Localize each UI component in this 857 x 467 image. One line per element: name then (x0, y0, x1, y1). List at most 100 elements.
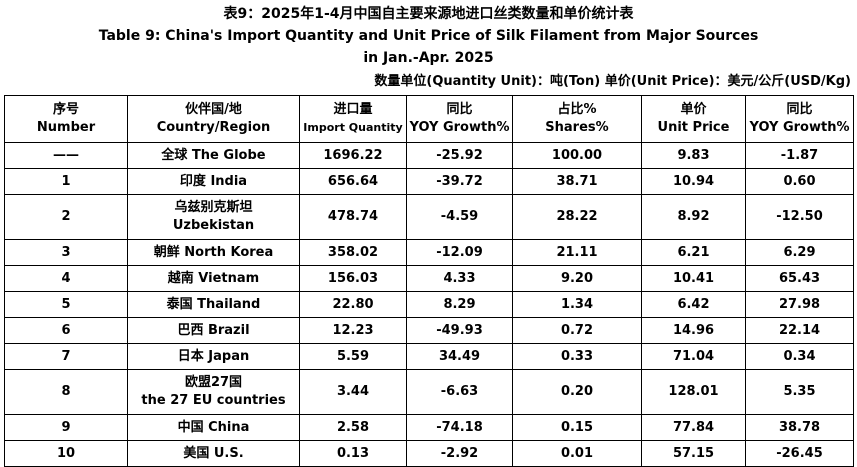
cell-qty: 12.23 (299, 317, 407, 344)
cell-no: 5 (4, 291, 128, 318)
cell-country-line1: 朝鲜 North Korea (153, 244, 274, 260)
cell-country-line1: 印度 India (179, 173, 248, 189)
header-yoy-price-cn: 同比 (786, 102, 813, 117)
header-quantity-en: Import Quantity (303, 121, 403, 134)
cell-no: 8 (4, 369, 128, 415)
cell-country-line1: 美国 U.S. (183, 445, 244, 461)
header-yoy-price: 同比 YOY Growth% (745, 95, 854, 143)
table-row: 7 日本 Japan 5.59 34.49 0.33 71.04 0.34 (4, 343, 854, 370)
cell-country-line1: 泰国 Thailand (166, 296, 261, 312)
cell-yoy: -12.09 (406, 239, 513, 266)
cell-country: 乌兹别克斯坦 Uzbekistan (127, 194, 300, 240)
cell-country-line1: 欧盟27国 (184, 375, 243, 390)
cell-country-line1: 全球 The Globe (161, 147, 266, 163)
cell-country-line1: 日本 Japan (177, 348, 250, 364)
header-row: 序号 Number 伙伴国/地 Country/Region 进口量 Impor… (4, 95, 854, 143)
cell-qty: 1696.22 (299, 142, 407, 169)
header-unit-price-cn: 单价 (680, 102, 707, 117)
header-country-en: Country/Region (156, 120, 271, 135)
table-row: 8 欧盟27国 the 27 EU countries 3.44 -6.63 0.20 12… (4, 369, 854, 415)
cell-qty: 656.64 (299, 168, 407, 195)
cell-country: 印度 India (127, 168, 300, 195)
table-row: 5 泰国 Thailand 22.80 8.29 1.34 6.42 27.98 (4, 291, 854, 318)
cell-country: 全球 The Globe (127, 142, 300, 169)
cell-yoy2: -1.87 (745, 142, 854, 169)
title-english-line1: Table 9: China's Import Quantity and Uni… (98, 28, 759, 44)
cell-price: 14.96 (641, 317, 746, 344)
cell-qty: 5.59 (299, 343, 407, 370)
cell-yoy: -39.72 (406, 168, 513, 195)
header-yoy-quantity-cn: 同比 (446, 102, 473, 117)
cell-no: 9 (4, 414, 128, 441)
cell-share: 100.00 (512, 142, 642, 169)
header-yoy-quantity-en: YOY Growth% (409, 120, 510, 135)
table-row: 2 乌兹别克斯坦 Uzbekistan 478.74 -4.59 28.22 8.92 -12… (4, 194, 854, 240)
cell-price: 77.84 (641, 414, 746, 441)
cell-country: 巴西 Brazil (127, 317, 300, 344)
cell-price: 6.42 (641, 291, 746, 318)
header-number-en: Number (36, 120, 96, 135)
cell-price: 71.04 (641, 343, 746, 370)
cell-yoy2: 38.78 (745, 414, 854, 441)
cell-country: 朝鲜 North Korea (127, 239, 300, 266)
cell-country-line1: 越南 Vietnam (167, 270, 260, 286)
cell-share: 0.15 (512, 414, 642, 441)
cell-price: 6.21 (641, 239, 746, 266)
title-chinese: 表9：2025年1-4月中国自主要来源地进口丝类数量和单价统计表 (223, 6, 634, 22)
cell-country-line2: Uzbekistan (172, 218, 255, 233)
cell-no: 2 (4, 194, 128, 240)
table-body: —— 全球 The Globe 1696.22 -25.92 100.00 9.83 -1.… (4, 142, 854, 467)
cell-qty: 2.58 (299, 414, 407, 441)
cell-share: 0.20 (512, 369, 642, 415)
cell-share: 9.20 (512, 265, 642, 292)
cell-price: 10.41 (641, 265, 746, 292)
cell-price: 128.01 (641, 369, 746, 415)
cell-qty: 358.02 (299, 239, 407, 266)
table-row: 9 中国 China 2.58 -74.18 0.15 77.84 38.78 (4, 414, 854, 441)
table-row: —— 全球 The Globe 1696.22 -25.92 100.00 9.83 -1.… (4, 142, 854, 169)
cell-price: 10.94 (641, 168, 746, 195)
table-row: 1 印度 India 656.64 -39.72 38.71 10.94 0.60 (4, 168, 854, 195)
table-row: 3 朝鲜 North Korea 358.02 -12.09 21.11 6.21 6.29 (4, 239, 854, 266)
cell-qty: 22.80 (299, 291, 407, 318)
cell-country-line1: 中国 China (177, 419, 250, 435)
table-row: 6 巴西 Brazil 12.23 -49.93 0.72 14.96 22.14 (4, 317, 854, 344)
cell-yoy: -6.63 (406, 369, 513, 415)
cell-yoy: 4.33 (406, 265, 513, 292)
cell-share: 1.34 (512, 291, 642, 318)
cell-price: 8.92 (641, 194, 746, 240)
cell-country-line1: 乌兹别克斯坦 (174, 200, 253, 215)
header-share: 占比% Shares% (512, 95, 642, 143)
cell-yoy2: 65.43 (745, 265, 854, 292)
cell-share: 0.33 (512, 343, 642, 370)
header-number: 序号 Number (4, 95, 128, 143)
cell-no: 3 (4, 239, 128, 266)
header-country-cn: 伙伴国/地 (185, 102, 242, 117)
header-quantity-cn: 进口量 (333, 102, 373, 117)
header-country: 伙伴国/地 Country/Region (127, 95, 300, 143)
title-english-line2: in Jan.-Apr. 2025 (363, 50, 494, 66)
cell-yoy: -74.18 (406, 414, 513, 441)
cell-country-line1: 巴西 Brazil (177, 322, 250, 338)
header-yoy-quantity: 同比 YOY Growth% (406, 95, 513, 143)
cell-share: 0.72 (512, 317, 642, 344)
cell-qty: 3.44 (299, 369, 407, 415)
cell-yoy2: 6.29 (745, 239, 854, 266)
header-quantity: 进口量 Import Quantity (299, 95, 407, 143)
cell-qty: 478.74 (299, 194, 407, 240)
cell-yoy2: 22.14 (745, 317, 854, 344)
table-row: 4 越南 Vietnam 156.03 4.33 9.20 10.41 65.43 (4, 265, 854, 292)
cell-yoy: -25.92 (406, 142, 513, 169)
header-yoy-price-en: YOY Growth% (749, 120, 850, 135)
header-unit-price: 单价 Unit Price (641, 95, 746, 143)
cell-country: 日本 Japan (127, 343, 300, 370)
cell-yoy2: -12.50 (745, 194, 854, 240)
cell-yoy2: 0.34 (745, 343, 854, 370)
cell-price: 9.83 (641, 142, 746, 169)
header-share-cn: 占比% (557, 102, 597, 117)
cell-yoy: -49.93 (406, 317, 513, 344)
cell-yoy2: 5.35 (745, 369, 854, 415)
cell-country-line2: the 27 EU countries (141, 393, 286, 408)
cell-no: 4 (4, 265, 128, 292)
cell-no: 6 (4, 317, 128, 344)
